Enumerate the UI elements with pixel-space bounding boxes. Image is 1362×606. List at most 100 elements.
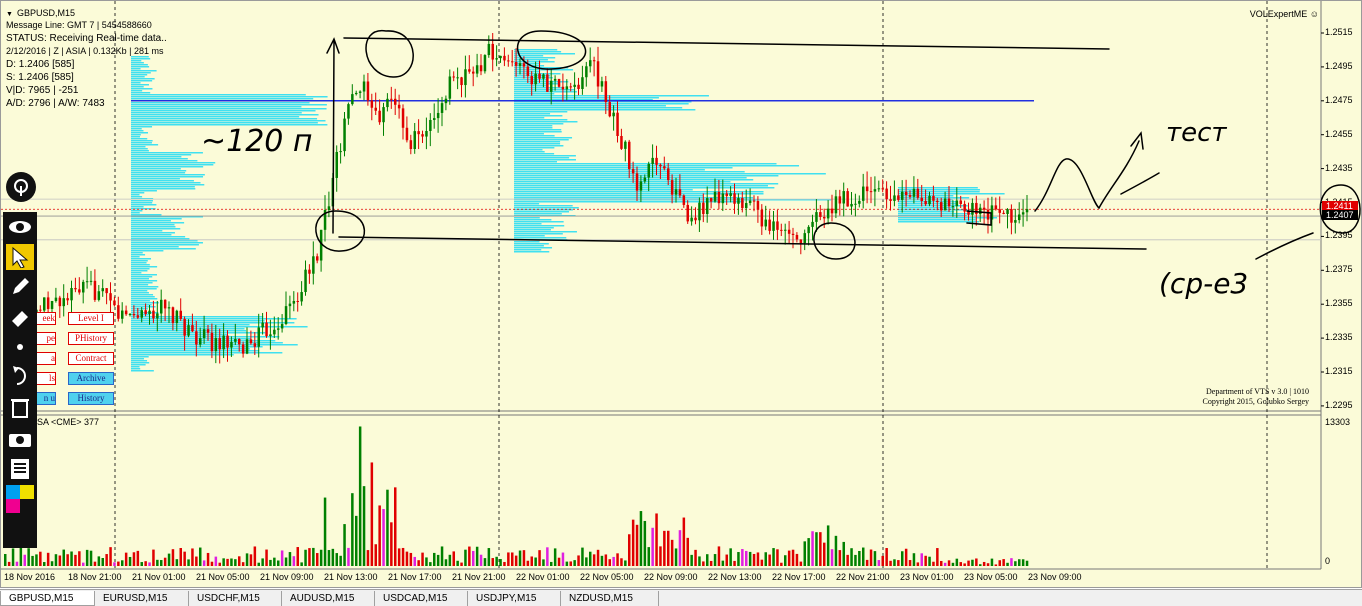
candle-body: [979, 207, 982, 215]
volume-bar: [979, 564, 982, 566]
volume-profile-bar: [131, 356, 149, 358]
volume-profile-bar: [514, 87, 565, 89]
candle-body: [187, 325, 190, 336]
volume-profile-bar: [514, 249, 542, 251]
menu-button[interactable]: n u: [34, 392, 56, 405]
volume-profile-bar: [131, 122, 318, 124]
volume-bar: [347, 547, 350, 566]
candle-body: [752, 200, 756, 202]
volume-profile-bar: [514, 227, 554, 229]
price-tick-label: 1.2335: [1325, 332, 1353, 343]
volume-bar: [912, 553, 916, 566]
volume-profile-bar: [131, 102, 310, 104]
volume-bar: [277, 560, 280, 566]
volume-profile-bar: [131, 154, 192, 156]
candle-body: [386, 98, 389, 108]
volume-profile-bar: [131, 214, 162, 216]
volume-bar: [23, 554, 26, 566]
chart-canvas[interactable]: ~120 п тест (ср-е3: [1, 1, 1362, 588]
undo-icon[interactable]: [6, 362, 34, 388]
chart-tab[interactable]: NZDUSD,M15: [561, 591, 659, 606]
candle-body: [503, 55, 506, 61]
archive-button[interactable]: Archive: [68, 372, 114, 385]
volume-bar: [397, 548, 401, 566]
volume-bar: [335, 553, 338, 566]
candle-body: [464, 69, 467, 86]
list-icon[interactable]: [6, 456, 34, 482]
bid-price-tag: 1.2411: [1322, 201, 1358, 211]
volume-profile-bar: [131, 126, 153, 128]
candle-body: [947, 198, 951, 207]
week-button[interactable]: eek: [34, 312, 56, 325]
cursor-icon[interactable]: [6, 244, 34, 270]
candle-body: [569, 86, 572, 88]
volume-bar: [179, 548, 182, 566]
candle-body: [218, 338, 221, 350]
pin-icon[interactable]: [6, 172, 36, 202]
candle-body: [257, 327, 260, 347]
eraser-icon[interactable]: [6, 304, 34, 330]
volume-bar: [838, 550, 842, 566]
candle-body: [897, 195, 900, 200]
candle-body: [460, 77, 463, 86]
candle-body: [1006, 209, 1009, 214]
message-line: Message Line: GMT 7 | 5454588660: [6, 20, 152, 30]
phistory-button[interactable]: PHistory: [68, 332, 114, 345]
candle-body: [429, 119, 432, 131]
candle-body: [327, 206, 331, 211]
candle-body: [50, 301, 54, 309]
volume-profile-bar: [131, 310, 141, 312]
drawn-range-arrow: [326, 37, 340, 234]
volume-bar: [659, 546, 662, 566]
eye-icon[interactable]: [6, 214, 34, 240]
volume-profile-bar: [514, 61, 555, 63]
time-tick-label: 22 Nov 09:00: [644, 572, 698, 582]
volume-profile-bar: [131, 110, 316, 112]
volume-bar: [148, 562, 151, 566]
volume-bar: [366, 550, 370, 566]
volume-bar: [121, 560, 124, 566]
volume-profile-bar: [131, 88, 153, 90]
camera-icon[interactable]: [6, 426, 34, 452]
volume-profile-bar: [514, 145, 564, 147]
levels-button[interactable]: ls: [34, 372, 56, 385]
candle-body: [82, 281, 85, 293]
data-button[interactable]: a: [34, 352, 56, 365]
volume-bar: [409, 552, 413, 566]
volume-profile-bar: [514, 177, 747, 179]
history-button[interactable]: History: [68, 392, 114, 405]
scope-button[interactable]: pe: [34, 332, 56, 345]
volume-bar: [713, 554, 717, 566]
volume-profile-bar: [514, 251, 550, 253]
level-i-button[interactable]: Level I: [68, 312, 114, 325]
volume-profile-bar: [514, 233, 563, 235]
pencil-icon[interactable]: [6, 274, 34, 300]
chart-tab[interactable]: USDJPY,M15: [468, 591, 561, 606]
contract-button[interactable]: Contract: [68, 352, 114, 365]
volume-bar: [811, 531, 814, 566]
volume-bar: [745, 550, 748, 566]
volume-profile-bar: [131, 200, 153, 202]
chart-tab[interactable]: USDCHF,M15: [189, 591, 282, 606]
volume-profile-bar: [514, 213, 562, 215]
chart-tab[interactable]: USDCAD,M15: [375, 591, 468, 606]
candle-body: [725, 193, 728, 197]
volume-profile-bar: [514, 107, 683, 109]
candle-body: [659, 164, 662, 167]
chart-tab[interactable]: AUDUSD,M15: [282, 591, 375, 606]
volume-bar: [85, 549, 89, 566]
volume-bar: [616, 553, 619, 566]
volume-bar: [327, 550, 331, 566]
trash-icon[interactable]: [6, 394, 34, 420]
vd-line: V|D: 7965 | -251: [6, 85, 79, 96]
candle-body: [62, 298, 65, 307]
chart-tab[interactable]: EURUSD,M15: [95, 591, 189, 606]
collapse-triangle-icon[interactable]: ▼: [6, 11, 13, 18]
chart-window[interactable]: ~120 п тест (ср-е3 ▼ GBPUSD,M15 VOLExpertME…: [0, 0, 1362, 588]
annotation-range: ~120 п: [201, 124, 313, 159]
dot-icon[interactable]: [6, 334, 34, 360]
volume-profile-bar: [131, 256, 140, 258]
chart-tab[interactable]: GBPUSD,M15: [0, 591, 95, 606]
candle-body: [702, 202, 705, 215]
palette-icon[interactable]: [6, 485, 34, 513]
